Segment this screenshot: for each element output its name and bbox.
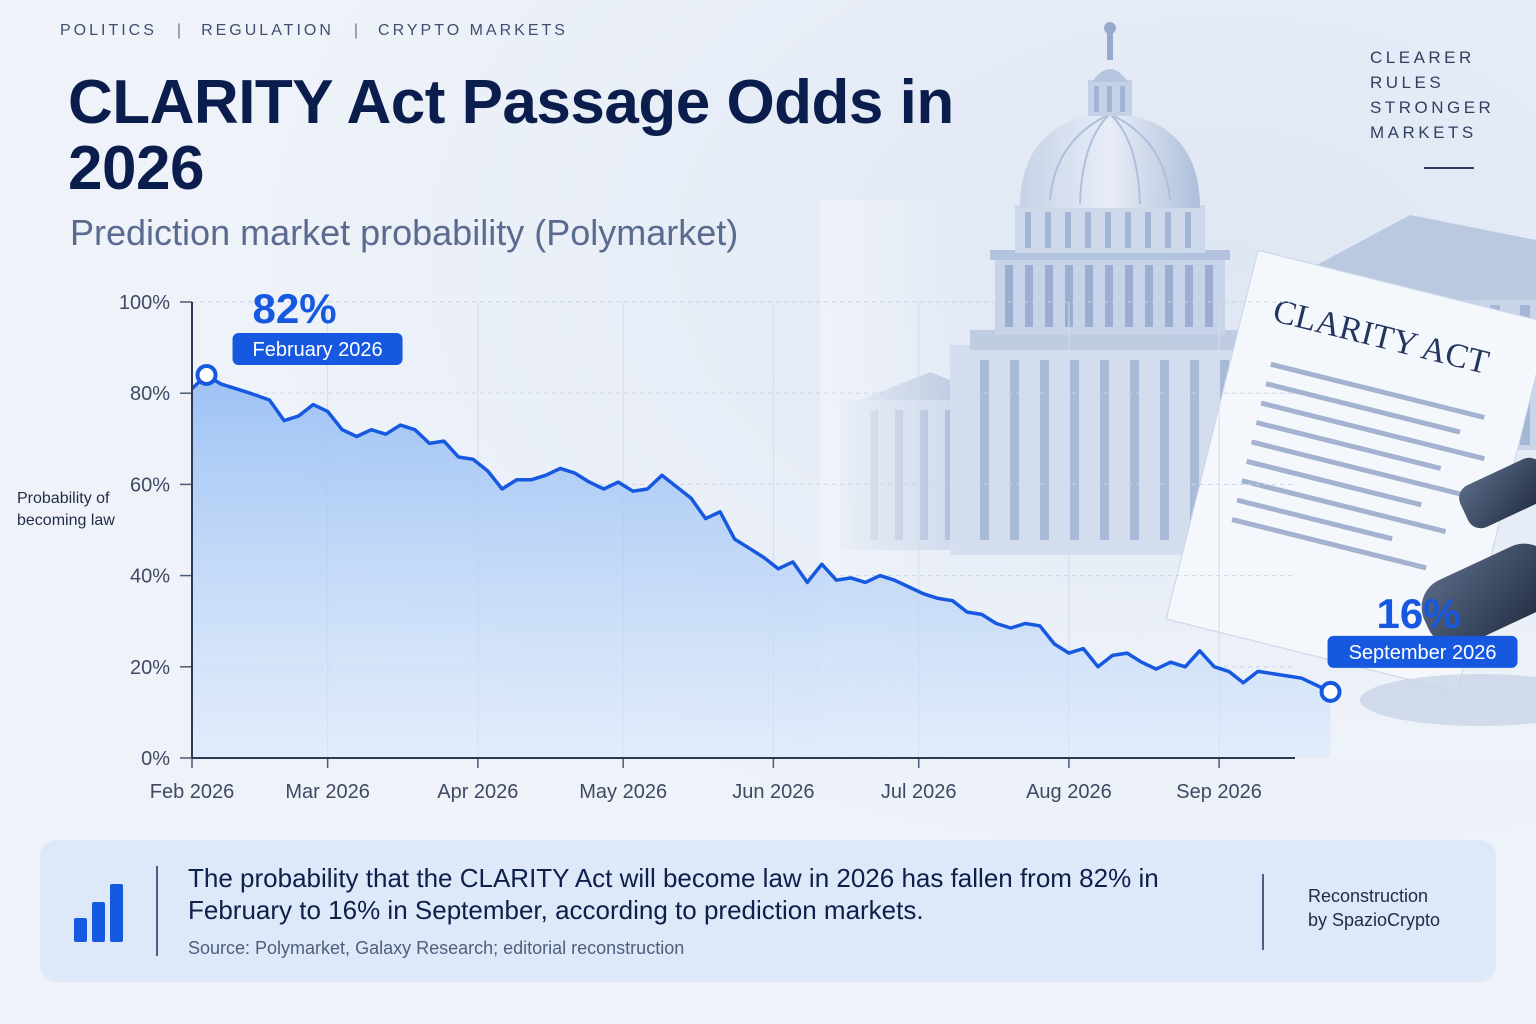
category-politics: POLITICS	[60, 22, 157, 39]
annotation-label: September 2026	[1349, 642, 1497, 664]
chart-axes: 0% 20% 40% 60% 80% 100% Feb 2026 Mar 2026 Apr 20…	[119, 292, 1295, 803]
annotation-label-box	[1327, 635, 1518, 668]
x-tick-label: Feb 2026	[150, 781, 235, 803]
capitol-illustration: CLARITY ACT	[820, 22, 1536, 760]
page-title: CLARITY Act Passage Odds in 2026	[68, 68, 954, 203]
source-note: Source: Polymarket, Galaxy Research; edi…	[188, 938, 685, 958]
x-tick-label: Mar 2026	[285, 781, 370, 803]
x-tick-label: Aug 2026	[1026, 781, 1112, 803]
category-separator: |	[176, 22, 182, 39]
x-tick-label: May 2026	[579, 781, 667, 803]
y-tick-label: 0%	[141, 748, 170, 770]
x-tick-label: Jun 2026	[732, 781, 814, 803]
annotation-marker	[195, 363, 218, 386]
tagline-line: MARKETS	[1370, 123, 1477, 142]
gavel-icon	[1360, 457, 1536, 726]
y-tick-label: 60%	[130, 474, 170, 496]
credit-line: by SpazioCrypto	[1308, 910, 1441, 930]
annotation-label: February 2026	[252, 339, 382, 361]
credit: Reconstruction by SpazioCrypto	[1308, 884, 1478, 932]
y-axis-label: Probability of becoming law	[17, 490, 115, 529]
annotation-marker	[1319, 680, 1342, 703]
y-tick-label: 20%	[130, 657, 170, 679]
tagline-line: RULES	[1370, 73, 1445, 92]
summary-panel: The probability that the CLARITY Act wil…	[40, 840, 1496, 982]
bar-chart-icon	[74, 884, 123, 942]
summary-text: The probability that the CLARITY Act wil…	[188, 863, 1159, 925]
x-tick-label: Sep 2026	[1176, 781, 1262, 803]
category-separator: |	[353, 22, 359, 39]
page-subtitle: Prediction market probability (Polymarke…	[70, 212, 739, 253]
y-tick-label: 40%	[130, 566, 170, 588]
y-tick-label: 100%	[119, 292, 170, 314]
tagline-line: STRONGER	[1370, 98, 1495, 117]
probability-chart: 0% 20% 40% 60% 80% 100% Feb 2026 Mar 2026 Apr 20…	[119, 285, 1518, 803]
category-regulation: REGULATION	[201, 22, 334, 39]
tagline-rule	[1424, 167, 1474, 169]
x-tick-label: Jul 2026	[881, 781, 957, 803]
category-crypto-markets: CRYPTO MARKETS	[378, 22, 568, 39]
annotation-label-box	[232, 332, 403, 365]
divider	[1262, 874, 1264, 950]
annotation-value: 16%	[1377, 590, 1461, 637]
series-area	[192, 375, 1331, 758]
x-tick-label: Apr 2026	[437, 781, 518, 803]
y-tick-label: 80%	[130, 383, 170, 405]
chart-annotations: 82% February 2026 16% September 2026	[195, 285, 1518, 703]
tagline-line: CLEARER	[1370, 48, 1475, 67]
tagline: CLEARER RULES STRONGER MARKETS	[1370, 45, 1520, 145]
series-line	[190, 373, 1332, 694]
credit-line: Reconstruction	[1308, 886, 1429, 906]
annotation-value: 82%	[253, 285, 337, 332]
divider	[156, 866, 158, 956]
category-breadcrumb: POLITICS | REGULATION | CRYPTO MARKETS	[60, 22, 568, 40]
